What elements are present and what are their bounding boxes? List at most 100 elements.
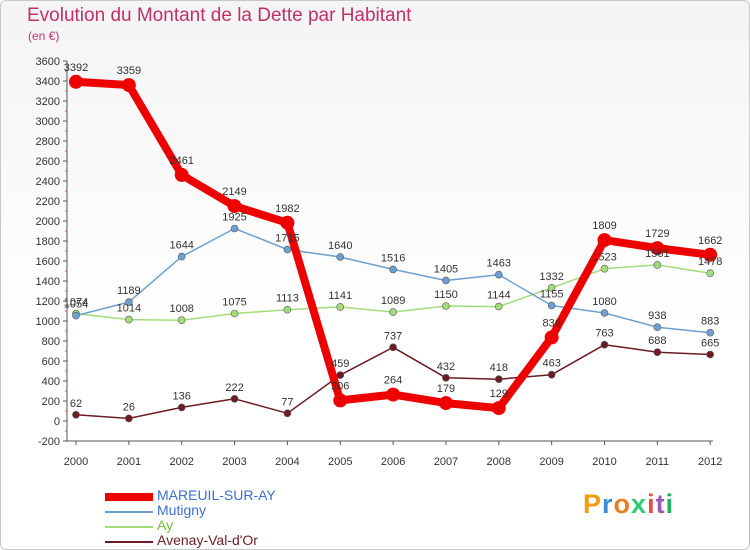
data-label: 179: [437, 383, 455, 395]
x-tick-label: 2010: [592, 456, 616, 468]
data-label: 1332: [539, 271, 563, 283]
series-mareuil-sur-ay: [69, 74, 718, 416]
data-label: 1523: [592, 252, 616, 264]
legend-label: Avenay-Val-d'Or: [157, 532, 258, 548]
data-label: 763: [595, 328, 613, 340]
x-tick-label: 2001: [117, 456, 141, 468]
logo-letter: P: [583, 489, 603, 519]
legend-swatch: [105, 511, 153, 513]
data-label: 418: [490, 362, 508, 374]
data-label: 1729: [645, 228, 669, 240]
data-point: [230, 309, 239, 318]
y-tick-label: 2000: [36, 216, 60, 228]
data-label: 737: [384, 330, 402, 342]
data-point: [494, 270, 503, 279]
data-point: [69, 74, 83, 89]
logo-letter: x: [631, 489, 648, 519]
data-point: [227, 199, 242, 214]
data-label: 1150: [434, 289, 458, 301]
data-label: 836: [542, 317, 560, 329]
x-tick-label: 2000: [64, 456, 88, 468]
data-point: [597, 233, 612, 248]
data-point: [442, 276, 450, 285]
data-point: [125, 298, 133, 306]
data-label: 432: [437, 361, 455, 373]
x-tick-label: 2005: [328, 456, 352, 468]
data-point: [72, 311, 80, 320]
data-label: 459: [331, 358, 349, 370]
data-label: 2149: [222, 186, 246, 198]
logo-letter: o: [613, 489, 632, 519]
data-label: 883: [701, 316, 719, 328]
x-tick-label: 2011: [646, 456, 670, 468]
data-point: [600, 264, 609, 273]
data-label: 1144: [487, 290, 511, 302]
y-tick-label: 3600: [36, 56, 60, 68]
data-label: 1405: [434, 264, 458, 276]
data-point: [547, 283, 556, 292]
data-point: [438, 396, 453, 411]
x-tick-label: 2004: [275, 456, 299, 468]
data-point: [336, 253, 345, 261]
data-point: [491, 401, 506, 416]
data-label: 222: [225, 382, 243, 394]
data-point: [706, 269, 715, 278]
data-label: 1809: [592, 220, 616, 232]
y-tick-label: 2200: [36, 196, 60, 208]
y-tick-label: 0: [54, 416, 60, 428]
data-label: 26: [123, 401, 135, 413]
y-tick-label: 600: [42, 356, 60, 368]
data-label: 1075: [222, 297, 246, 309]
data-label: 1080: [592, 296, 616, 308]
y-tick-label: 3200: [36, 96, 60, 108]
data-point: [547, 301, 556, 310]
data-labels: 3392 3359 2461 2149 1982 206 264 179 129 836 1809 1…: [64, 62, 723, 414]
data-point: [177, 403, 186, 412]
data-label: 264: [384, 375, 402, 387]
x-tick-label: 2012: [698, 456, 722, 468]
data-point: [600, 309, 609, 317]
logo-letter: t: [655, 489, 666, 519]
x-tick-label: 2003: [222, 456, 246, 468]
proxiti-logo: Proxiti: [583, 489, 674, 520]
data-point: [389, 308, 397, 316]
series-ay: [72, 261, 715, 325]
series-mutigny: [72, 224, 715, 337]
data-point: [650, 241, 665, 256]
data-point: [389, 265, 397, 274]
data-point: [230, 224, 239, 233]
x-tick-label: 2007: [434, 456, 458, 468]
data-label: 136: [173, 390, 191, 402]
data-label: 1478: [698, 256, 722, 268]
data-label: 77: [281, 396, 293, 408]
y-tick-label: 400: [42, 376, 60, 388]
y-tick-label: -200: [38, 436, 60, 448]
data-label: 1155: [540, 289, 564, 301]
data-label: 1113: [276, 293, 299, 305]
data-label: 1141: [328, 290, 352, 302]
data-label: 1014: [117, 303, 141, 315]
data-point: [283, 305, 292, 314]
data-point: [336, 371, 345, 379]
data-label: 1074: [64, 297, 88, 309]
data-label: 1640: [328, 240, 352, 252]
data-label: 1662: [698, 235, 722, 247]
data-point: [389, 343, 397, 352]
data-point: [653, 261, 662, 269]
data-label: 206: [331, 380, 349, 392]
unit-label: (en €): [28, 29, 60, 43]
y-tick-label: 1400: [36, 276, 60, 288]
legend-swatch: [105, 493, 153, 501]
y-tick-label: 1000: [36, 316, 60, 328]
data-label: 1089: [381, 295, 405, 307]
data-point: [336, 303, 345, 311]
data-point: [494, 375, 503, 384]
y-tick-label: 2800: [36, 136, 60, 148]
data-point: [280, 215, 295, 230]
data-point: [125, 414, 133, 423]
data-label: 1189: [117, 285, 141, 297]
data-point: [653, 323, 662, 332]
data-label: 1644: [169, 240, 193, 252]
x-tick-label: 2002: [169, 456, 193, 468]
